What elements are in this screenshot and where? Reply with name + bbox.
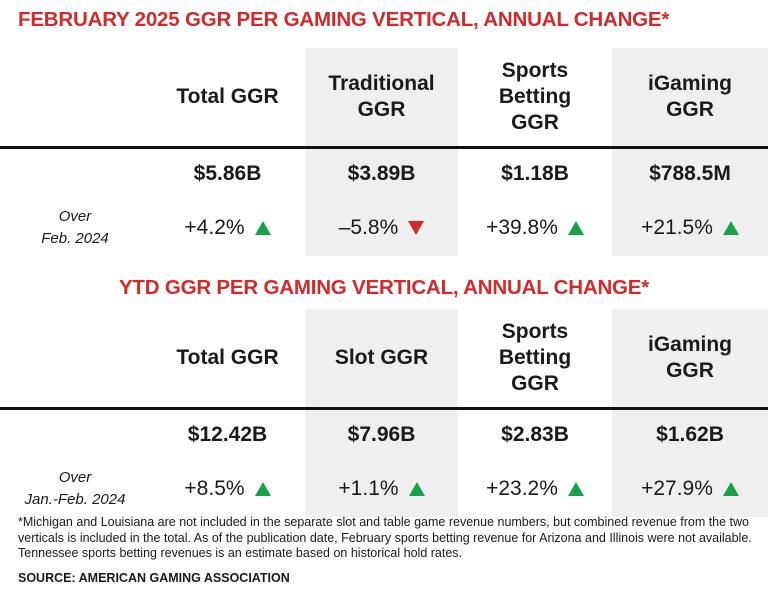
change-value: +21.5% — [641, 215, 713, 239]
column-header: Total GGR — [176, 85, 279, 108]
column-header: Slot GGR — [305, 309, 458, 407]
change-value: +39.8% — [486, 215, 558, 239]
up-arrow — [722, 481, 739, 496]
ggr-total: $1.18B — [501, 162, 569, 185]
up-arrow — [567, 481, 584, 496]
up-arrow — [722, 220, 739, 235]
ggr-total: $7.96B — [305, 410, 458, 460]
header-rule — [0, 407, 768, 410]
column-header: Sports Betting GGR — [498, 320, 572, 395]
ggr-table: Total GGR Slot GGR Sports Betting GGR iGami… — [0, 309, 768, 517]
change-cell: +39.8% — [458, 199, 612, 256]
ggr-table: Total GGR Traditional GGR Sports Betting G… — [0, 48, 768, 256]
change-label: Over Feb. 2024 — [41, 207, 109, 247]
column-header: Sports Betting GGR — [498, 59, 572, 134]
change-cell: +8.5% — [150, 460, 305, 517]
up-arrow — [567, 220, 584, 235]
change-value: +4.2% — [184, 215, 245, 239]
change-value: +1.1% — [338, 476, 399, 500]
ggr-total: $3.89B — [305, 149, 458, 199]
change-cell: +1.1% — [305, 460, 458, 517]
up-arrow — [408, 481, 425, 496]
change-value: +8.5% — [184, 476, 245, 500]
change-cell: –5.8% — [305, 199, 458, 256]
change-label: Over Jan.-Feb. 2024 — [24, 468, 126, 508]
table-title: FEBRUARY 2025 GGR PER GAMING VERTICAL, A… — [18, 8, 670, 31]
source: SOURCE: AMERICAN GAMING ASSOCIATION — [18, 571, 290, 585]
change-value: –5.8% — [338, 215, 399, 239]
change-cell: +27.9% — [612, 460, 768, 517]
ggr-total: $788.5M — [612, 149, 768, 199]
up-arrow — [254, 481, 271, 496]
column-header: iGaming GGR — [612, 309, 768, 407]
column-header: Traditional GGR — [305, 48, 458, 146]
ggr-total: $1.62B — [612, 410, 768, 460]
column-header: Total GGR — [176, 346, 279, 369]
down-arrow — [408, 220, 425, 235]
footnote: *Michigan and Louisiana are not included… — [18, 515, 752, 560]
ggr-total: $5.86B — [193, 162, 262, 185]
corner-cell — [0, 309, 150, 407]
change-value: +23.2% — [486, 476, 558, 500]
ggr-total: $2.83B — [501, 423, 569, 446]
change-cell: +23.2% — [458, 460, 612, 517]
ggr-total: $12.42B — [187, 423, 268, 446]
column-header: iGaming GGR — [612, 48, 768, 146]
corner-cell — [0, 48, 150, 146]
change-cell: +4.2% — [150, 199, 305, 256]
row-label-cell — [0, 149, 150, 199]
row-label-cell — [0, 410, 150, 460]
up-arrow — [254, 220, 271, 235]
change-value: +27.9% — [641, 476, 713, 500]
table-title: YTD GGR PER GAMING VERTICAL, ANNUAL CHAN… — [118, 276, 650, 299]
change-cell: +21.5% — [612, 199, 768, 256]
header-rule — [0, 146, 768, 149]
